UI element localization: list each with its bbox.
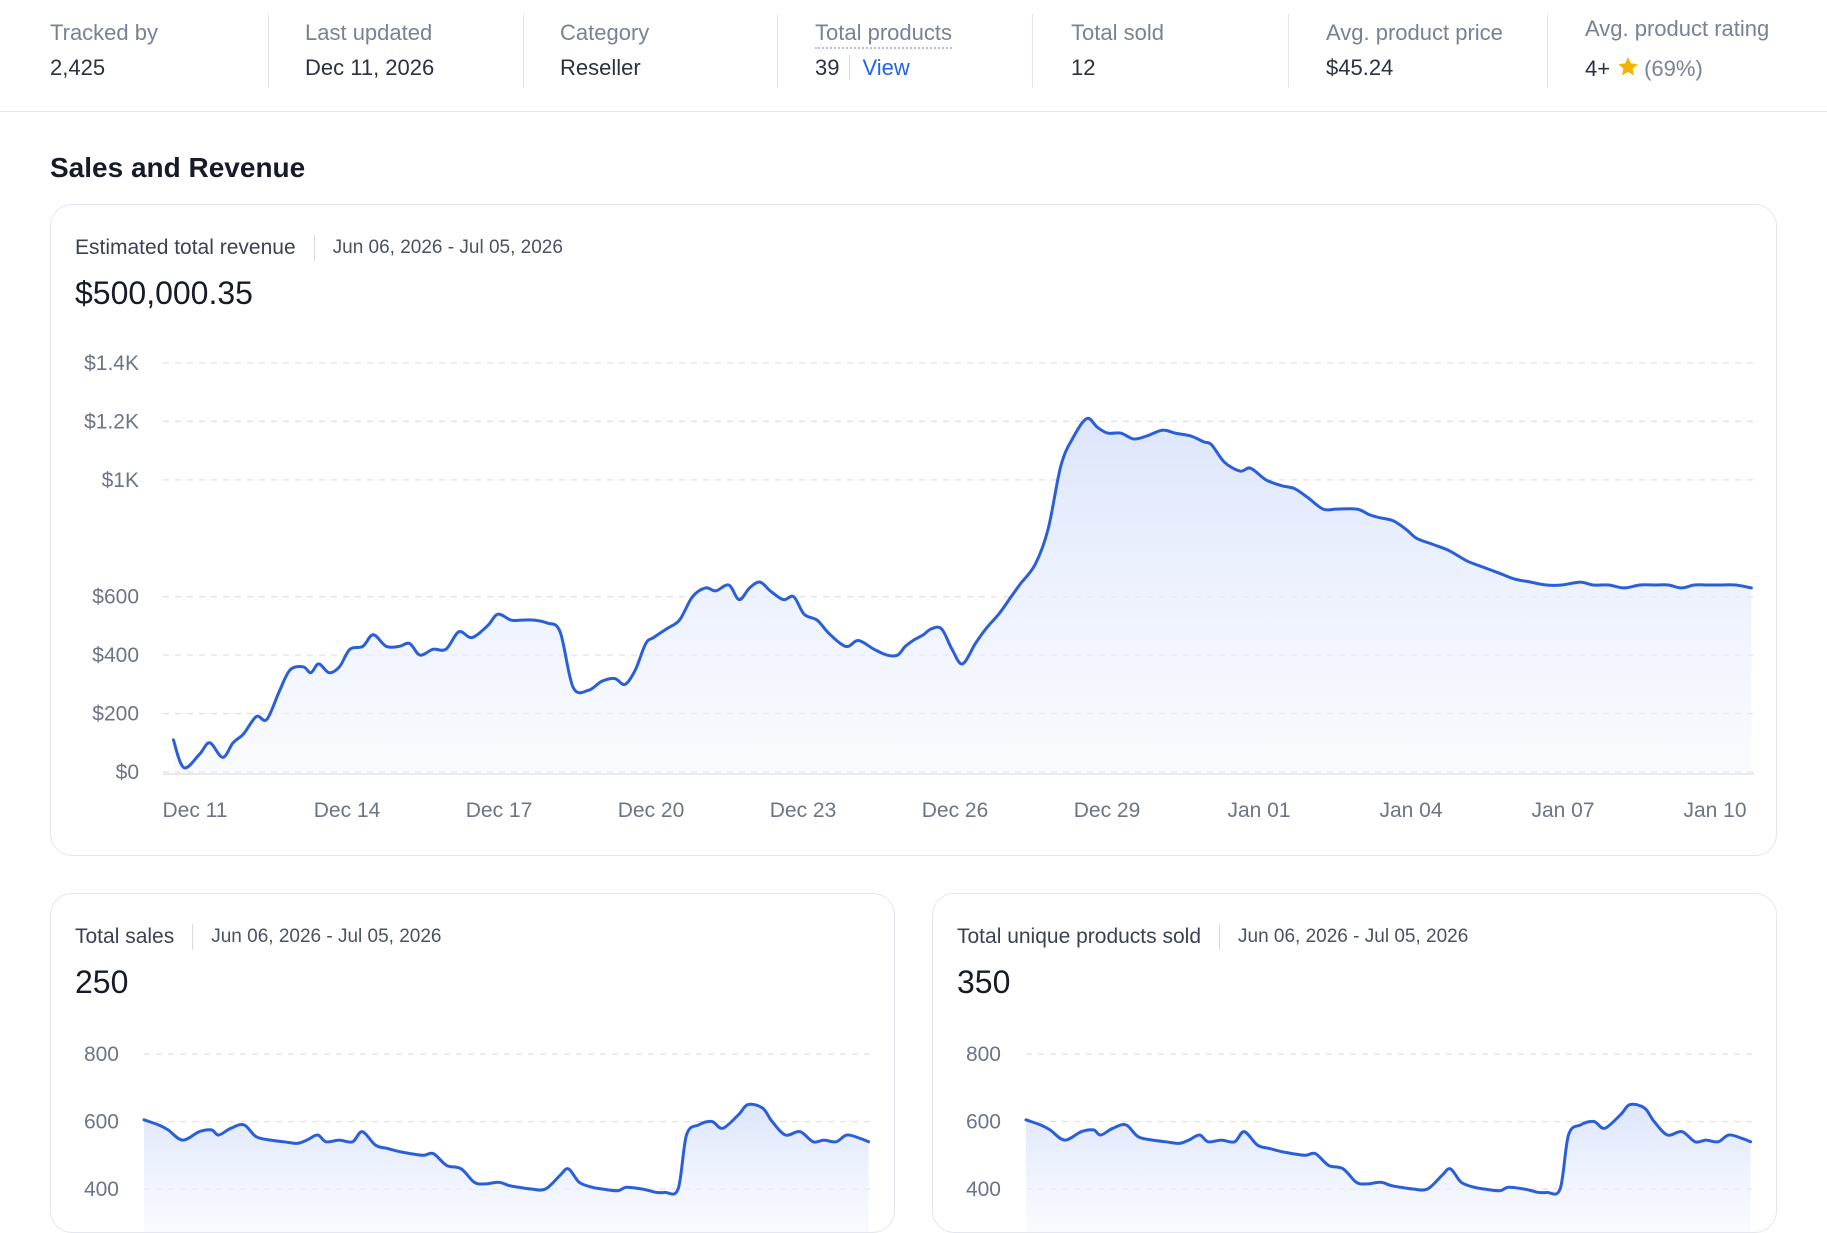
stat-value-row: 39 View: [815, 55, 910, 81]
total-sales-chart[interactable]: 400 600 800: [51, 894, 894, 1233]
series-area: [144, 1104, 869, 1232]
x-tick-label: Jan 10: [1683, 799, 1746, 822]
stat-label: Avg. product rating: [1585, 16, 1770, 41]
x-tick-label: Dec 26: [922, 799, 989, 822]
x-tick-label: Jan 04: [1379, 799, 1442, 822]
revenue-chart[interactable]: $0 $200 $400 $600 $1K $1.2K $1.4K Dec 11 Dec 14 D…: [51, 205, 1775, 854]
view-products-link[interactable]: View: [849, 55, 910, 80]
x-tick-label: Dec 23: [770, 799, 837, 822]
total-sales-card: Total sales Jun 06, 2026 - Jul 05, 2026 …: [50, 893, 895, 1233]
series-area: [173, 418, 1752, 772]
stat-value: 12: [1071, 55, 1096, 80]
x-tick-label: Jan 07: [1531, 799, 1594, 822]
stat-value: 39: [815, 55, 840, 80]
stat-value: 2,425: [50, 55, 106, 80]
date-range[interactable]: Jun 06, 2026 - Jul 05, 2026: [211, 926, 442, 947]
unique-products-card: Total unique products sold Jun 06, 2026 …: [932, 893, 1777, 1233]
y-tick-label: 800: [84, 1043, 119, 1066]
stat-divider: [1547, 14, 1548, 88]
series-area: [1026, 1104, 1751, 1232]
y-tick-label: $1K: [102, 469, 139, 492]
header-divider: [192, 924, 194, 950]
date-range[interactable]: Jun 06, 2026 - Jul 05, 2026: [1238, 926, 1469, 947]
header-divider: [1219, 924, 1220, 950]
series-line: [1024, 1102, 1753, 1196]
stat-value: 4+: [1585, 56, 1611, 81]
stat-divider: [777, 14, 778, 88]
stat-divider: [268, 14, 269, 88]
y-tick-label: 400: [84, 1178, 119, 1201]
x-tick-label: Dec 14: [314, 799, 381, 822]
card-header: Estimated total revenue Jun 06, 2026 - J…: [75, 235, 563, 261]
stat-label: Tracked by: [50, 20, 159, 45]
card-title: Total sales: [75, 925, 175, 948]
stat-divider: [1288, 14, 1289, 88]
y-tick-label: 800: [966, 1043, 1001, 1066]
card-header: Total sales Jun 06, 2026 - Jul 05, 2026: [75, 924, 442, 950]
card-value: 250: [75, 964, 129, 1000]
card-header: Total unique products sold Jun 06, 2026 …: [957, 924, 1468, 950]
date-range[interactable]: Jun 06, 2026 - Jul 05, 2026: [332, 237, 563, 258]
card-value: 350: [957, 964, 1011, 1000]
y-tick-label: $1.2K: [84, 410, 139, 433]
x-tick-label: Jan 01: [1227, 799, 1290, 822]
stat-label: Avg. product price: [1326, 20, 1503, 45]
stat-divider: [523, 14, 524, 88]
y-tick-label: $200: [92, 703, 139, 726]
section-title: Sales and Revenue: [50, 152, 306, 183]
stat-value: Reseller: [560, 55, 641, 80]
revenue-card: Estimated total revenue Jun 06, 2026 - J…: [50, 204, 1777, 856]
y-tick-label: 400: [966, 1178, 1001, 1201]
star-icon: [1616, 55, 1640, 85]
y-tick-label: $1.4K: [84, 352, 139, 375]
card-title: Estimated total revenue: [75, 236, 296, 259]
series-line: [142, 1102, 871, 1196]
y-tick-label: $0: [116, 761, 139, 784]
card-value: $500,000.35: [75, 275, 253, 311]
stats-bar: Tracked by 2,425 Last updated Dec 11, 20…: [0, 0, 1827, 112]
series-line: [171, 416, 1753, 770]
y-tick-label: 600: [84, 1111, 119, 1134]
stat-value: Dec 11, 2026: [305, 55, 435, 80]
rating-percent: (69%): [1644, 56, 1703, 81]
card-title: Total unique products sold: [957, 925, 1201, 948]
unique-products-chart[interactable]: 400 600 800: [933, 894, 1776, 1233]
y-tick-label: $600: [92, 586, 139, 609]
stat-label: Total sold: [1071, 20, 1164, 45]
stat-label: Category: [560, 20, 650, 45]
x-tick-label: Dec 29: [1074, 799, 1141, 822]
stat-label: Last updated: [305, 20, 433, 45]
x-tick-label: Dec 17: [466, 799, 533, 822]
x-tick-label: Dec 11: [163, 799, 228, 822]
stat-divider: [1032, 14, 1033, 88]
header-divider: [313, 235, 315, 261]
y-tick-label: $400: [92, 644, 139, 667]
y-tick-label: 600: [966, 1111, 1001, 1134]
stat-label-tooltip[interactable]: Total products: [815, 20, 952, 49]
x-tick-label: Dec 20: [618, 799, 685, 822]
stat-value-row: 4+ (69%): [1585, 55, 1703, 85]
stat-value: $45.24: [1326, 55, 1394, 80]
